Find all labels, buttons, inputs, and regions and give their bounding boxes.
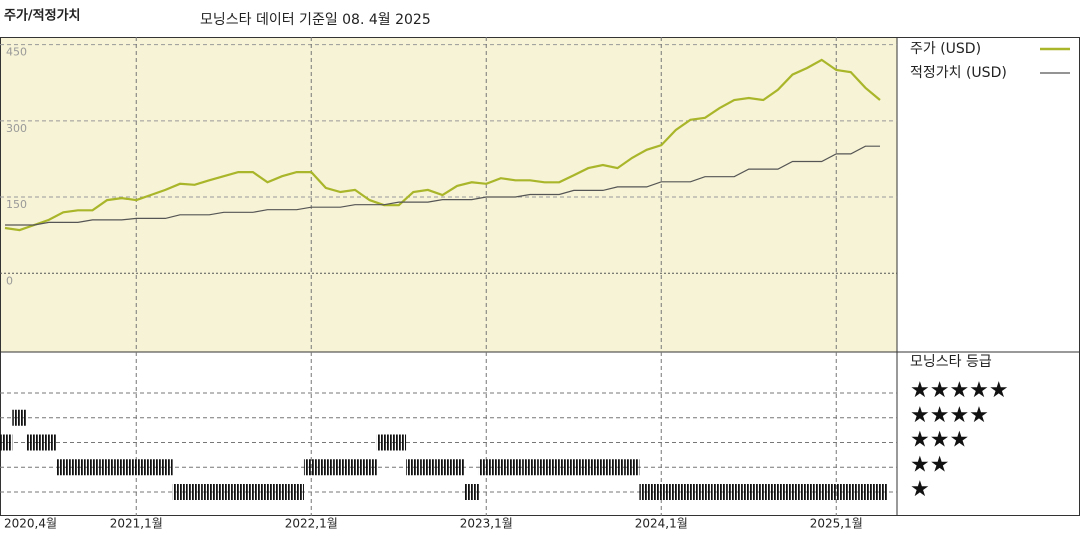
rating-bar — [303, 459, 319, 476]
y-tick-label: 0 — [6, 274, 13, 287]
rating-bar — [508, 459, 523, 476]
rating-bar — [216, 484, 232, 500]
legend-label: 적정가치 (USD) — [910, 65, 1007, 81]
rating-bar — [493, 459, 509, 476]
x-tick-label: 2024,1월 — [635, 517, 688, 531]
rating-bar — [464, 484, 479, 500]
rating-bar — [639, 484, 654, 500]
x-tick-label: 2023,1월 — [460, 517, 513, 531]
rating-bar — [522, 459, 538, 476]
rating-bar — [85, 459, 100, 476]
plot-background — [0, 37, 897, 352]
rating-bar — [187, 484, 202, 500]
rating-bar — [362, 459, 377, 476]
rating-bar — [799, 484, 815, 500]
rating-bar — [376, 434, 392, 451]
rating-bar — [172, 484, 188, 500]
rating-bar — [828, 484, 844, 500]
rating-bar — [347, 459, 363, 476]
rating-bar — [872, 484, 888, 500]
series-line — [5, 145, 880, 226]
rating-bar — [610, 459, 625, 476]
rating-bar — [726, 484, 742, 500]
rating-bar — [128, 459, 144, 476]
rating-bar — [333, 459, 348, 476]
rating-bar — [595, 459, 611, 476]
chart-title: 주가/적정가치 — [4, 8, 81, 24]
y-tick-label: 150 — [6, 198, 27, 211]
rating-bar — [201, 484, 217, 500]
rating-bar — [260, 484, 275, 500]
rating-bar — [391, 434, 407, 451]
rating-bar — [26, 434, 42, 451]
rating-bar — [274, 484, 290, 500]
rating-bar — [289, 484, 304, 500]
rating-bar — [756, 484, 771, 500]
rating-bar — [420, 459, 436, 476]
rating-bar — [143, 459, 159, 476]
rating-bar — [858, 484, 873, 500]
rating-bar — [683, 484, 698, 500]
rating-bar — [566, 459, 582, 476]
rating-bar — [158, 459, 173, 476]
rating-bar — [449, 459, 465, 476]
chart-subtitle: 모닝스타 데이터 기준일 08. 4월 2025 — [200, 12, 431, 28]
x-tick-label: 2022,1월 — [285, 517, 338, 531]
rating-bar — [99, 459, 115, 476]
rating-bar — [785, 484, 800, 500]
legend-label: 주가 (USD) — [910, 41, 981, 57]
rating-level-label: ★★★ — [910, 428, 969, 453]
rating-bar — [741, 484, 757, 500]
rating-bar — [478, 459, 494, 476]
rating-bar — [770, 484, 786, 500]
rating-bar — [114, 459, 129, 476]
y-tick-label: 300 — [6, 122, 27, 135]
rating-level-label: ★ — [910, 477, 930, 502]
rating-bar — [231, 484, 246, 500]
rating-bar — [70, 459, 86, 476]
rating-bar — [41, 434, 57, 451]
rating-bar — [245, 484, 261, 500]
y-tick-label: 450 — [6, 46, 27, 59]
rating-bar — [624, 459, 640, 476]
rating-bar — [318, 459, 334, 476]
rating-bar — [537, 459, 552, 476]
rating-bar — [668, 484, 684, 500]
rating-bar — [581, 459, 596, 476]
rating-bar — [653, 484, 669, 500]
rating-level-label: ★★★★ — [910, 403, 989, 428]
rating-bar — [551, 459, 567, 476]
rating-level-label: ★★ — [910, 452, 949, 477]
x-tick-label: 2025,1월 — [810, 517, 863, 531]
rating-title: 모닝스타 등급 — [910, 354, 992, 370]
x-tick-label: 2020,4월 — [4, 517, 57, 531]
rating-bar — [0, 434, 13, 451]
rating-bar — [697, 484, 713, 500]
rating-bar — [435, 459, 450, 476]
rating-bar — [56, 459, 71, 476]
rating-bar — [814, 484, 829, 500]
rating-level-label: ★★★★★ — [910, 378, 1009, 403]
rating-bar — [712, 484, 727, 500]
x-tick-label: 2021,1월 — [110, 517, 163, 531]
rating-bar — [12, 409, 27, 426]
series-line — [4, 58, 881, 232]
rating-bar — [843, 484, 859, 500]
rating-bar — [406, 459, 421, 476]
